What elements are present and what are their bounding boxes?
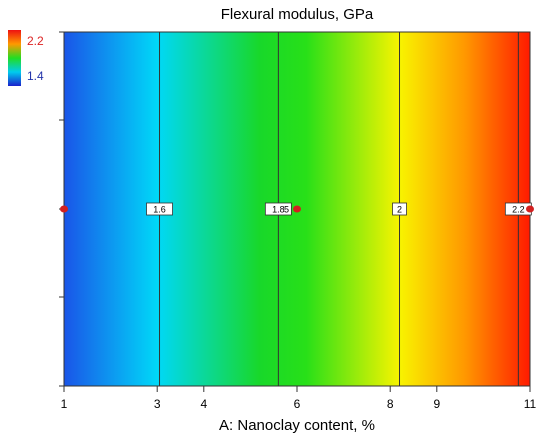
design-points: 5 xyxy=(60,205,534,215)
legend-colorbar xyxy=(8,30,21,86)
design-point-1 xyxy=(293,205,301,213)
design-point-label-1: 5 xyxy=(284,205,289,215)
contour-label-box-2 xyxy=(392,202,407,216)
x-axis-label: A: Nanoclay content, % xyxy=(219,417,375,434)
x-tick-label-1: 3 xyxy=(154,397,161,411)
contour-label-1: 1.8 xyxy=(272,205,285,215)
legend-min-label: 1.4 xyxy=(27,69,44,83)
contour-label-box-1 xyxy=(264,202,292,216)
legend-max-label: 2.2 xyxy=(27,34,44,48)
chart-title: Flexural modulus, GPa xyxy=(221,6,374,23)
x-tick-label-0: 1 xyxy=(61,397,68,411)
x-tick-label-2: 4 xyxy=(200,397,207,411)
contour-lines: 1.6 1.8 2 2.2 xyxy=(146,32,532,386)
x-tick-label-4: 8 xyxy=(387,397,394,411)
x-axis-ticks: 1 3 4 6 8 9 11 xyxy=(61,386,537,411)
x-tick-label-5: 9 xyxy=(433,397,440,411)
design-point-0 xyxy=(60,205,68,213)
y-axis-ticks xyxy=(59,31,64,387)
contour-label-box-0 xyxy=(146,202,173,216)
contour-label-2: 2 xyxy=(397,205,402,215)
contour-label-0: 1.6 xyxy=(153,205,166,215)
design-point-2 xyxy=(526,205,534,213)
x-tick-label-6: 11 xyxy=(524,397,537,411)
x-tick-label-3: 6 xyxy=(294,397,301,411)
contour-label-3: 2.2 xyxy=(512,205,525,215)
